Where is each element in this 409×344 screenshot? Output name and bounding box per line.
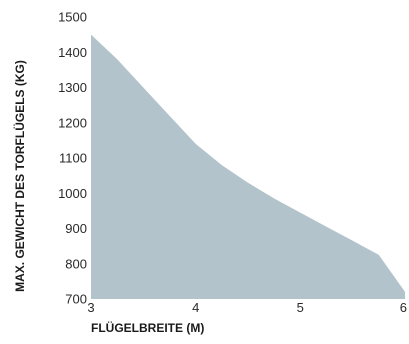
- y-tick-label: 1100: [59, 151, 87, 166]
- y-axis-title: MAX. GEWICHT DES TORFLÜGELS (KG): [12, 60, 27, 292]
- area-layer: [91, 34, 405, 299]
- y-tick-label: 1200: [58, 115, 87, 130]
- x-tick-label: 3: [87, 300, 94, 315]
- area-series: [91, 34, 405, 299]
- x-tick-label: 5: [297, 300, 304, 315]
- y-tick-label: 1000: [58, 186, 87, 201]
- y-tick-label: 1300: [58, 80, 87, 95]
- x-axis-ticks: 3 4 5 6: [87, 300, 407, 315]
- y-tick-label: 800: [65, 256, 87, 271]
- y-tick-label: 1400: [58, 45, 87, 60]
- y-tick-label: 900: [65, 221, 87, 236]
- x-tick-label: 6: [400, 300, 407, 315]
- x-tick-label: 4: [192, 300, 199, 315]
- x-axis-title: FLÜGELBREITE (M): [91, 320, 204, 335]
- y-tick-label: 1500: [58, 10, 87, 25]
- y-axis-ticks: 700 800 900 1000 1100 1200 1300 1400 1500: [58, 10, 87, 307]
- y-tick-label: 700: [65, 292, 87, 307]
